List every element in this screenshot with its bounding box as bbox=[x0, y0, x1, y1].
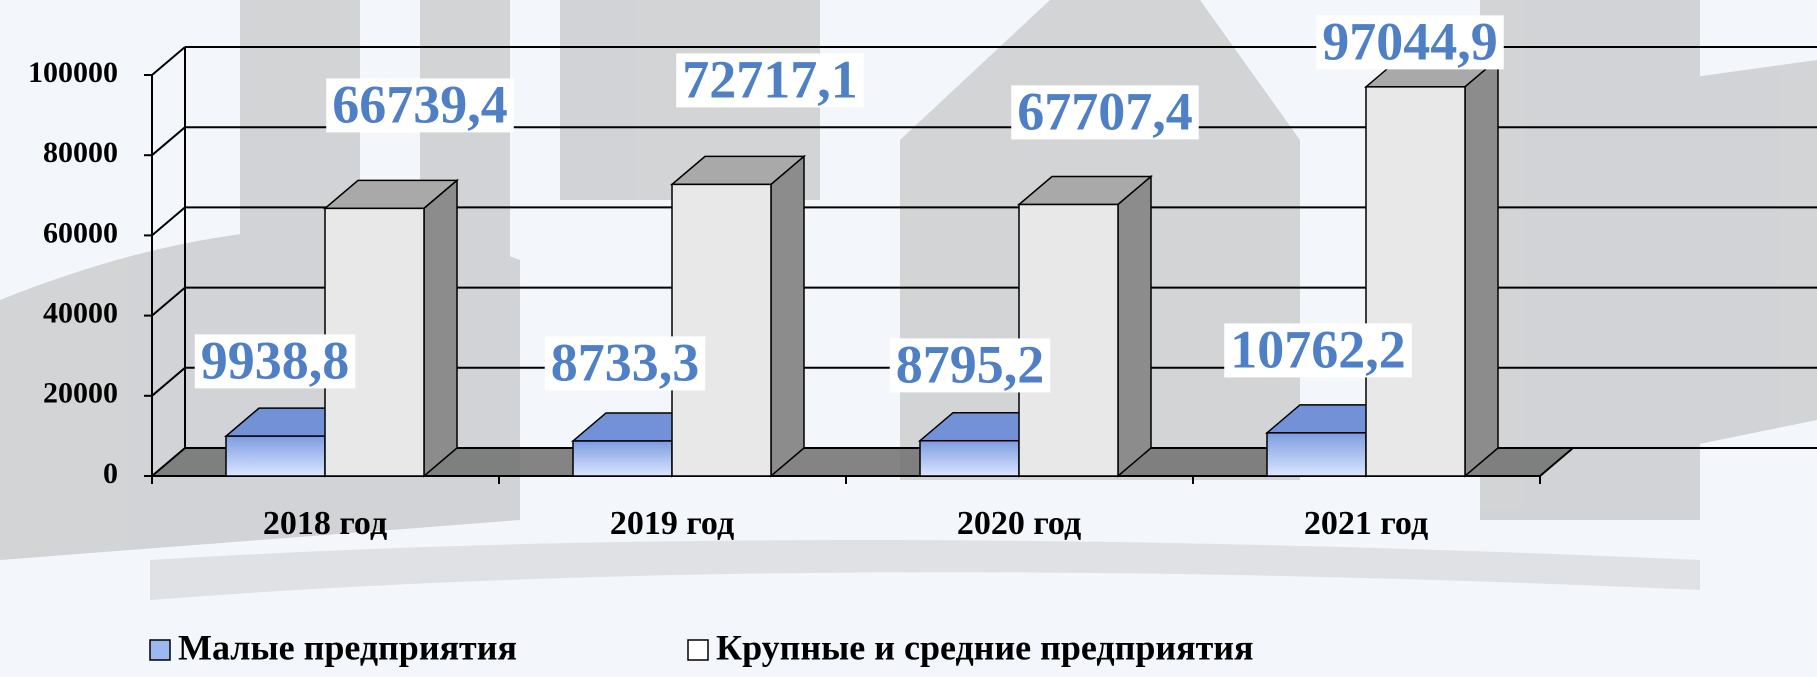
legend-swatch bbox=[687, 639, 709, 661]
bar bbox=[919, 439, 1020, 477]
bar bbox=[1365, 86, 1466, 477]
x-tick-label: 2021 год bbox=[1304, 505, 1428, 542]
x-tick-label: 2018 год bbox=[263, 505, 387, 542]
value-label-box bbox=[544, 336, 706, 391]
value-label-text: 97044,9 bbox=[1322, 11, 1498, 71]
value-label-text: 8795,2 bbox=[896, 334, 1045, 394]
floor bbox=[152, 448, 1573, 476]
bar bbox=[572, 440, 673, 477]
value-label-text: 10762,2 bbox=[1230, 319, 1406, 379]
value-label: 8733,3 bbox=[544, 332, 706, 392]
value-label: 9938,8 bbox=[194, 330, 356, 390]
legend-label: Крупные и средние предприятия bbox=[716, 627, 1254, 667]
value-label: 67707,4 bbox=[1011, 81, 1199, 141]
grid-line bbox=[151, 367, 186, 397]
value-label-box bbox=[326, 78, 514, 133]
value-label-box bbox=[1011, 85, 1199, 140]
legend-label: Малые предприятия bbox=[178, 627, 517, 667]
grid-line bbox=[151, 126, 186, 156]
x-axis-depth bbox=[1539, 447, 1574, 477]
grid-line bbox=[151, 286, 186, 317]
y-tick-label: 100000 bbox=[28, 56, 118, 89]
value-label-text: 66739,4 bbox=[332, 74, 508, 134]
y-tick-label: 40000 bbox=[43, 296, 118, 329]
grid-line bbox=[151, 46, 186, 76]
value-label: 10762,2 bbox=[1224, 319, 1412, 379]
value-label-box bbox=[1316, 15, 1504, 70]
value-label-box bbox=[1224, 323, 1412, 378]
value-label-text: 72717,1 bbox=[682, 49, 858, 109]
grid-line bbox=[151, 206, 186, 237]
value-label: 72717,1 bbox=[676, 49, 864, 109]
value-label: 8795,2 bbox=[889, 334, 1051, 394]
value-label: 97044,9 bbox=[1316, 11, 1504, 71]
bar-side bbox=[1117, 174, 1152, 478]
value-label-box bbox=[194, 334, 356, 389]
x-tick-label: 2019 год bbox=[610, 505, 734, 542]
bar bbox=[225, 435, 326, 477]
y-tick-label: 80000 bbox=[43, 136, 118, 169]
value-label-text: 67707,4 bbox=[1017, 81, 1193, 141]
value-label-text: 9938,8 bbox=[201, 330, 350, 390]
y-tick-label: 0 bbox=[103, 457, 118, 490]
bar-side bbox=[1464, 57, 1499, 478]
bar bbox=[671, 183, 772, 477]
grid-line bbox=[151, 447, 186, 477]
value-label: 66739,4 bbox=[326, 74, 514, 134]
y-tick-label: 60000 bbox=[43, 216, 118, 249]
legend-swatch bbox=[149, 639, 171, 661]
y-tick-label: 20000 bbox=[43, 377, 118, 410]
bar-side bbox=[423, 178, 458, 478]
value-label-box bbox=[676, 53, 864, 108]
bar-side bbox=[770, 154, 805, 478]
value-label-text: 8733,3 bbox=[551, 332, 700, 392]
bar bbox=[1266, 432, 1367, 477]
x-tick-label: 2020 год bbox=[957, 505, 1081, 542]
value-label-box bbox=[889, 338, 1051, 393]
